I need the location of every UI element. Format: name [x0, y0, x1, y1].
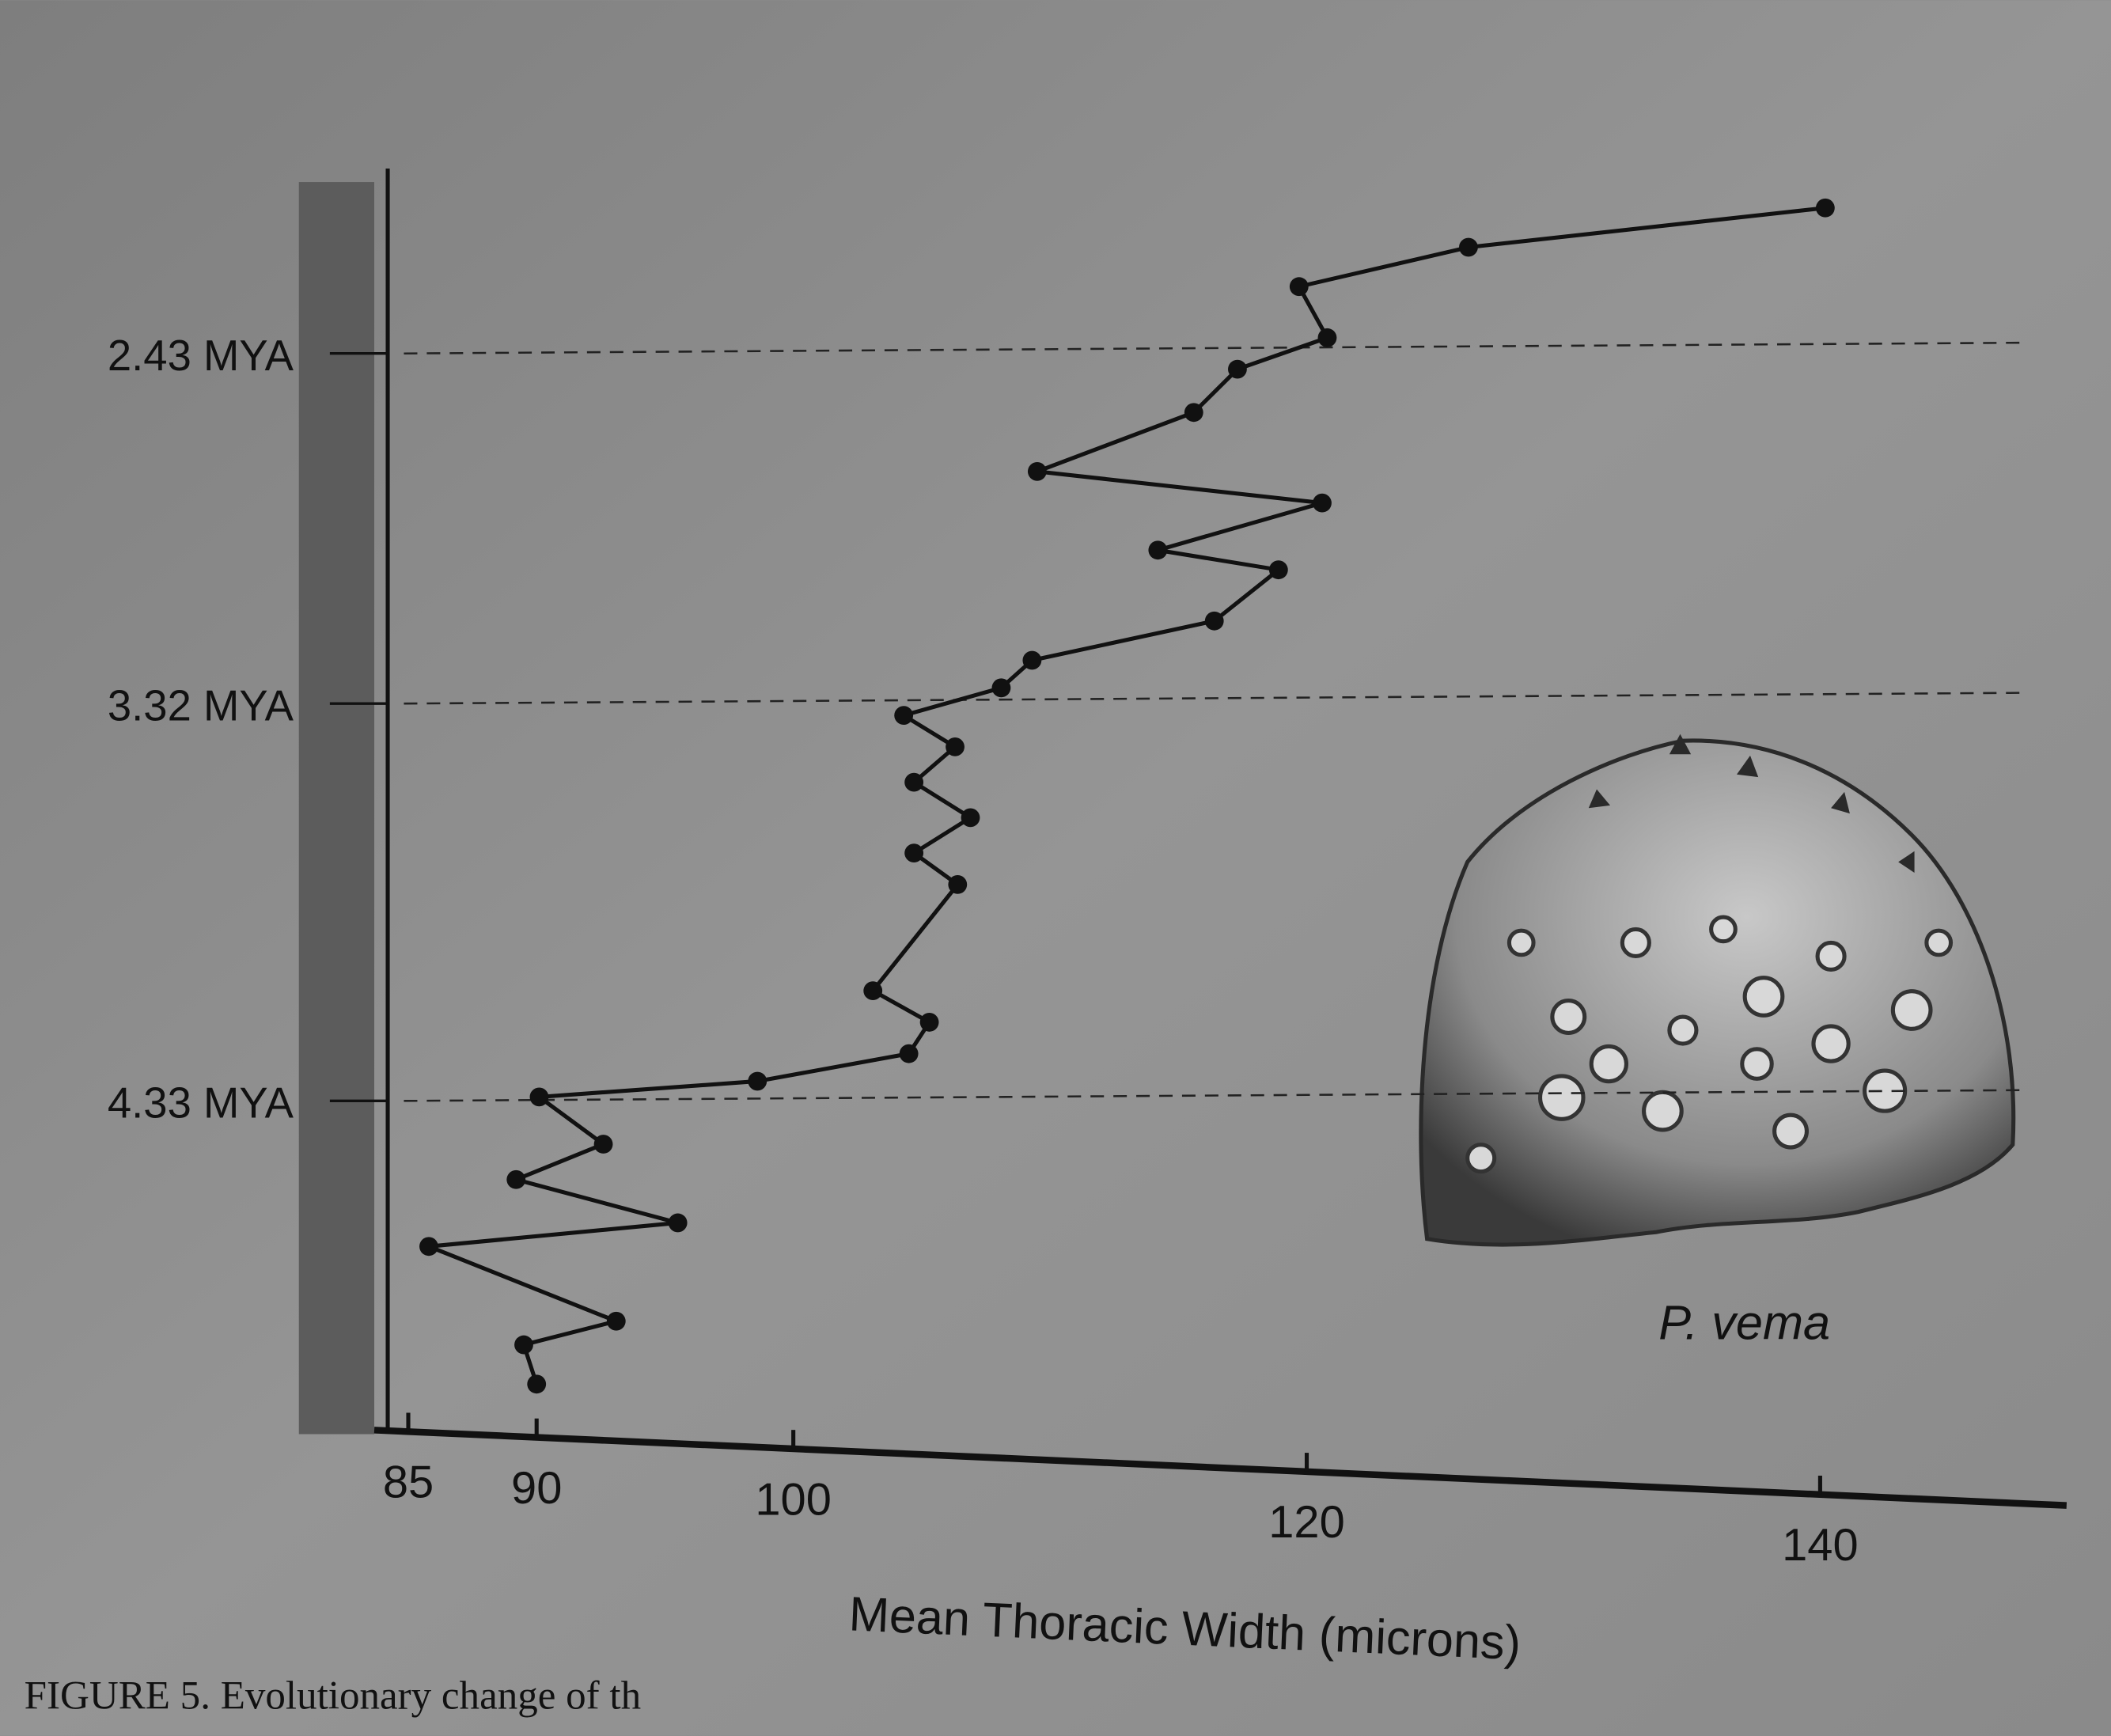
data-point [899, 1044, 919, 1063]
x-axis [373, 1427, 2067, 1509]
data-point [1268, 560, 1288, 580]
data-point [904, 772, 924, 792]
x-tick-label: 90 [511, 1463, 562, 1514]
data-point [506, 1169, 526, 1189]
data-point [606, 1311, 626, 1331]
data-point [1317, 328, 1337, 347]
data-point [668, 1213, 688, 1233]
data-point [529, 1087, 549, 1107]
data-point [1228, 359, 1247, 379]
data-point [419, 1237, 438, 1257]
data-point [946, 737, 965, 756]
data-point [948, 874, 968, 894]
time-bar [298, 182, 375, 1435]
y-tick-label: 2.43 MYA [108, 332, 294, 380]
data-point [1815, 198, 1835, 218]
data-point [1204, 611, 1224, 631]
data-point [991, 678, 1011, 698]
data-point [748, 1071, 767, 1091]
data-point [527, 1374, 547, 1394]
data-point [1027, 461, 1047, 481]
data-point [1313, 493, 1332, 513]
data-point [593, 1135, 613, 1154]
y-tick-label: 4.33 MYA [108, 1079, 294, 1128]
y-tick-label: 3.32 MYA [108, 681, 294, 730]
data-point [863, 981, 883, 1001]
data-point [961, 808, 980, 828]
figure-caption: FIGURE 5. Evolutionary change of th [25, 1673, 642, 1718]
data-point [919, 1012, 939, 1032]
data-point [514, 1335, 533, 1355]
x-tick-label: 85 [383, 1457, 434, 1508]
data-point [904, 843, 924, 863]
data-point [1289, 277, 1309, 297]
data-point [1148, 540, 1168, 560]
boundary-line [404, 341, 2026, 354]
x-tick-label: 100 [755, 1474, 832, 1525]
p-vema-illustration [1419, 733, 2016, 1247]
data-point [1184, 403, 1203, 423]
species-label: P. vema [1658, 1296, 1830, 1350]
data-point [1022, 650, 1042, 670]
data-point [1459, 237, 1478, 257]
boundary-line [404, 692, 2026, 705]
boundary-line [404, 1089, 2026, 1102]
x-tick-label: 140 [1782, 1520, 1859, 1571]
data-point [894, 706, 914, 726]
x-tick-label: 120 [1268, 1497, 1345, 1548]
